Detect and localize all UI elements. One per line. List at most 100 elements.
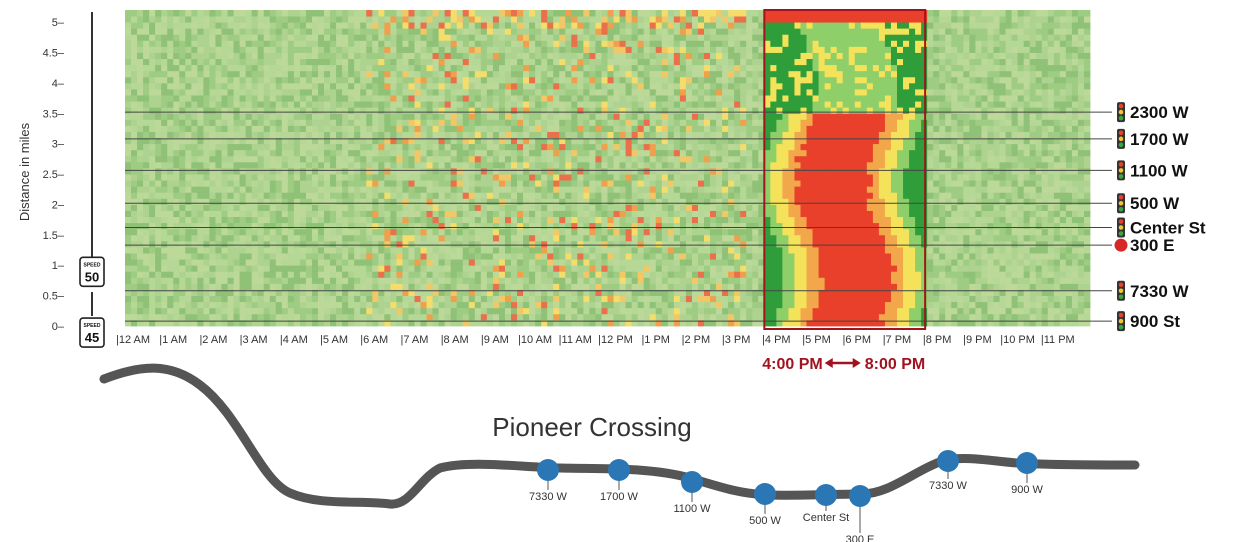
heatmap-cell — [384, 95, 391, 102]
heatmap-cell — [486, 137, 494, 145]
heatmap-cell — [498, 119, 506, 126]
heatmap-cell — [498, 319, 506, 327]
heatmap-cell — [257, 247, 265, 254]
heatmap-cell — [384, 259, 391, 266]
heatmap-cell — [239, 247, 247, 254]
heatmap-cell — [293, 198, 301, 205]
heatmap-cell — [305, 240, 313, 248]
heatmap-cell — [311, 143, 319, 151]
heatmap-cell — [173, 247, 180, 254]
heatmap-cell — [149, 155, 156, 163]
heatmap-cell — [559, 247, 566, 254]
heatmap-cell — [691, 22, 699, 29]
heatmap-cell — [275, 64, 283, 72]
heatmap-cell — [311, 204, 319, 211]
heatmap-cell — [360, 198, 367, 205]
heatmap-cell — [227, 107, 234, 114]
heatmap-cell — [185, 319, 192, 327]
heatmap-cell — [330, 168, 337, 175]
heatmap-cell — [384, 301, 391, 309]
heatmap-cell — [637, 271, 645, 278]
heatmap-cell — [456, 247, 464, 254]
heatmap-cell — [661, 174, 669, 181]
heatmap-cell — [619, 82, 626, 90]
heatmap-cell — [498, 46, 506, 53]
heatmap-cell — [396, 198, 403, 205]
heatmap-cell — [257, 95, 265, 102]
heatmap-cell — [227, 113, 234, 120]
heatmap-cell — [456, 28, 464, 35]
heatmap-cell — [559, 192, 566, 199]
heatmap-cell — [504, 119, 512, 126]
heatmap-cell — [643, 234, 651, 242]
heatmap-cell — [305, 186, 313, 193]
heatmap-cell — [462, 277, 470, 284]
heatmap-cell — [287, 125, 295, 132]
heatmap-cell — [324, 247, 331, 254]
heatmap-cell — [239, 240, 247, 248]
heatmap-cell — [348, 82, 355, 90]
heatmap-cell — [384, 70, 391, 78]
heatmap-cell — [462, 216, 470, 224]
heatmap-cell — [523, 131, 530, 139]
heatmap-cell — [239, 210, 247, 218]
heatmap-cell — [384, 155, 391, 163]
heatmap-cell — [444, 52, 452, 60]
heatmap-cell — [468, 313, 476, 321]
heatmap-cell — [299, 161, 307, 169]
heatmap-cell — [474, 107, 482, 114]
heatmap-cell — [155, 161, 162, 169]
heatmap-cell — [462, 307, 470, 315]
heatmap-cell — [360, 313, 367, 321]
heatmap-cell — [269, 222, 277, 230]
heatmap-cell — [589, 119, 596, 126]
heatmap-cell — [529, 101, 536, 108]
heatmap-cell — [287, 186, 295, 193]
heatmap-cell — [396, 174, 403, 181]
heatmap-cell — [215, 40, 222, 47]
heatmap-cell — [559, 204, 566, 211]
heatmap-cell — [143, 76, 150, 84]
heatmap-cell — [185, 40, 192, 47]
heatmap-cell — [535, 113, 542, 120]
heatmap-cell — [619, 76, 626, 84]
heatmap-cell — [390, 216, 397, 224]
heatmap-cell — [679, 28, 687, 35]
heatmap-cell — [685, 143, 693, 151]
heatmap-cell — [251, 64, 259, 72]
heatmap-cell — [354, 70, 361, 78]
heatmap-cell — [360, 143, 367, 151]
heatmap-cell — [595, 234, 602, 242]
heatmap-cell — [523, 119, 530, 126]
heatmap-cell — [305, 168, 313, 175]
heatmap-cell — [209, 301, 216, 309]
heatmap-cell — [354, 198, 361, 205]
heatmap-cell — [173, 253, 180, 260]
heatmap-cell — [523, 40, 530, 47]
heatmap-cell — [215, 295, 222, 303]
heatmap-cell — [655, 186, 663, 193]
heatmap-cell — [529, 301, 536, 309]
heatmap-cell — [685, 22, 693, 29]
heatmap-cell — [655, 259, 663, 266]
heatmap-cell — [474, 307, 482, 315]
heatmap-cell — [330, 22, 337, 29]
heatmap-cell — [408, 198, 415, 205]
heatmap-cell — [691, 34, 699, 41]
heatmap-cell — [553, 113, 560, 120]
heatmap-cell — [408, 247, 415, 254]
heatmap-cell — [233, 22, 240, 29]
heatmap-cell — [396, 319, 403, 327]
heatmap-cell — [390, 204, 397, 211]
heatmap-cell — [655, 125, 663, 132]
heatmap-cell — [305, 131, 313, 139]
heatmap-cell — [161, 125, 168, 132]
heatmap-cell — [203, 247, 210, 254]
heatmap-cell — [444, 101, 452, 108]
heatmap-cell — [330, 307, 337, 315]
heatmap-cell — [601, 143, 608, 151]
heatmap-cell — [468, 22, 476, 29]
heatmap-cell — [275, 289, 283, 297]
heatmap-cell — [360, 76, 367, 84]
heatmap-cell — [649, 234, 657, 242]
